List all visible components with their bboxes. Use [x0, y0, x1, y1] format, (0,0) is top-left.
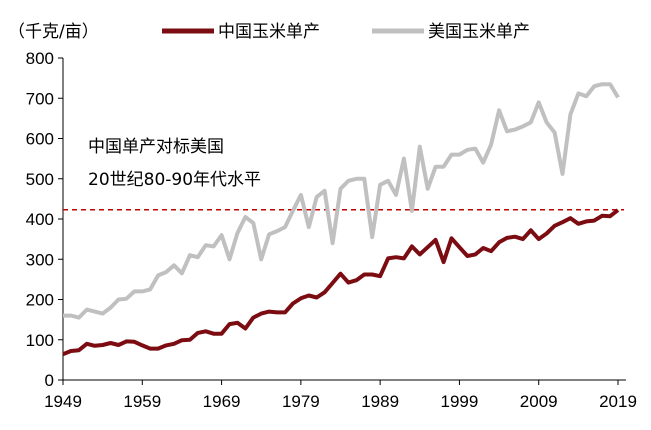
x-tick-label: 2009: [520, 392, 558, 411]
y-tick-label: 700: [26, 89, 54, 108]
y-tick-label: 300: [26, 250, 54, 269]
unit-label: （千克/亩）: [8, 22, 99, 42]
y-tick-label: 0: [45, 371, 54, 390]
annotation-line-2: 20世纪80-90年代水平: [88, 170, 261, 190]
y-tick-label: 200: [26, 291, 54, 310]
x-tick-label: 1959: [123, 392, 161, 411]
y-axis: 0 100 200 300 400 500 600 700 800: [26, 49, 64, 390]
x-tick-label: 1969: [203, 392, 241, 411]
y-tick-label: 500: [26, 170, 54, 189]
legend-label-usa: 美国玉米单产: [428, 22, 530, 42]
annotation: 中国单产对标美国 20世纪80-90年代水平: [88, 137, 261, 190]
series-line-china: [62, 208, 620, 357]
x-axis: 1949 1959 1969 1979 1989 1999 2009 2019: [44, 379, 637, 411]
series-line-usa: [63, 82, 620, 320]
annotation-line-1: 中国单产对标美国: [88, 137, 224, 157]
y-tick-label: 400: [26, 210, 54, 229]
y-tick-label: 600: [26, 130, 54, 149]
legend-label-china: 中国玉米单产: [218, 22, 320, 42]
x-tick-label: 1989: [361, 392, 399, 411]
x-tick-label: 2019: [599, 392, 637, 411]
chart-header: （千克/亩） 中国玉米单产 美国玉米单产: [8, 22, 530, 42]
x-tick-label: 1979: [282, 392, 320, 411]
x-tick-label: 1949: [44, 392, 82, 411]
y-tick-label: 100: [26, 331, 54, 350]
y-tick-label: 800: [26, 49, 54, 68]
x-tick-label: 1999: [441, 392, 479, 411]
